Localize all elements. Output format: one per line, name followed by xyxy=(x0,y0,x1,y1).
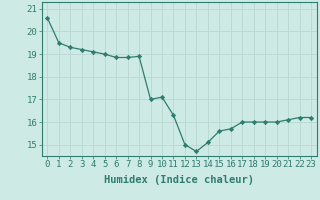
X-axis label: Humidex (Indice chaleur): Humidex (Indice chaleur) xyxy=(104,175,254,185)
